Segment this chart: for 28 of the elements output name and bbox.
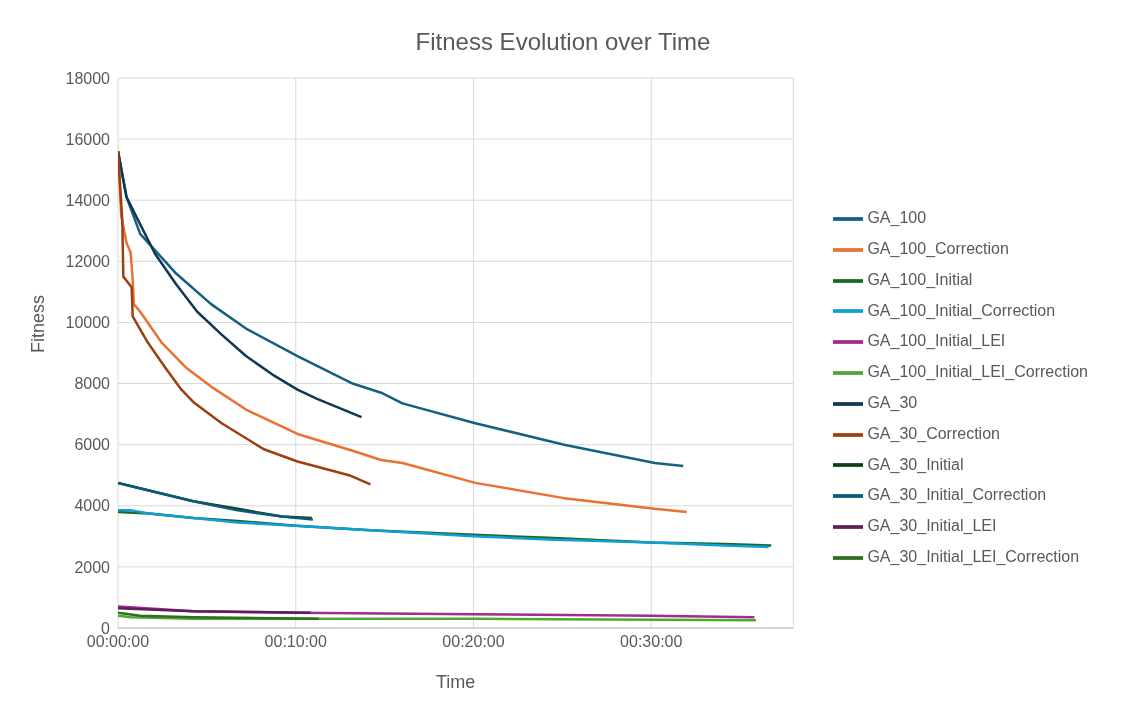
x-tick-label: 00:20:00 — [442, 633, 505, 651]
y-tick-label: 6000 — [74, 436, 111, 454]
y-tick-label: 8000 — [74, 375, 111, 393]
legend-label: GA_100_Initial_LEI — [867, 332, 1006, 350]
legend-label: GA_30_Correction — [867, 424, 1000, 442]
legend-label: GA_30_Initial_LEI — [867, 517, 997, 535]
legend-label: GA_30_Initial_Correction — [867, 486, 1047, 504]
legend-label: GA_100_Correction — [867, 240, 1009, 258]
y-tick-label: 10000 — [65, 314, 111, 332]
legend-label: GA_100_Initial_LEI_Correction — [867, 363, 1088, 381]
x-axis-title: Time — [436, 672, 476, 692]
y-tick-label: 2000 — [74, 558, 111, 576]
y-tick-label: 12000 — [65, 253, 111, 271]
y-tick-label: 4000 — [74, 497, 111, 515]
x-tick-label: 00:00:00 — [86, 633, 150, 651]
y-tick-label: 16000 — [65, 130, 111, 148]
x-tick-label: 00:30:00 — [620, 633, 683, 651]
x-tick-label: 00:10:00 — [264, 633, 327, 651]
y-tick-label: 18000 — [65, 69, 111, 87]
y-tick-label: 14000 — [65, 191, 111, 209]
legend-label: GA_100 — [867, 209, 927, 227]
legend-label: GA_30 — [867, 394, 918, 411]
legend-label: GA_100_Initial_Correction — [867, 301, 1056, 319]
y-axis-title: Fitness — [28, 294, 49, 353]
chart-title: Fitness Evolution over Time — [414, 27, 712, 57]
legend-label: GA_100_Initial — [867, 270, 973, 288]
legend-label: GA_30_Initial — [867, 455, 964, 473]
legend-label: GA_30_Initial_LEI_Correction — [867, 547, 1080, 565]
